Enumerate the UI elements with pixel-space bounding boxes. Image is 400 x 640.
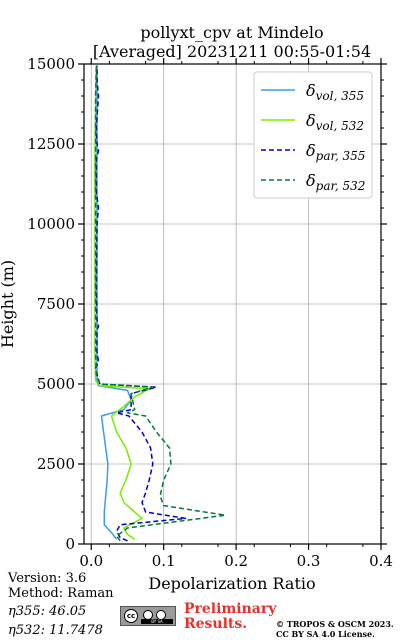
x-tick-label: 0.2 [224, 552, 248, 570]
eta355-text: η355: 46.05 [8, 604, 87, 619]
series-line [94, 65, 227, 542]
series-line [96, 65, 132, 540]
method-text: Method: Raman [8, 586, 114, 601]
legend-entry: δpar, 355 [306, 141, 365, 163]
plot-frame [83, 63, 382, 545]
y-tick-label: 12500 [27, 135, 75, 153]
version-text: Version: 3.6 [8, 571, 87, 586]
legend-entry: δvol, 532 [306, 111, 364, 133]
cc-icon: cc [124, 609, 138, 623]
x-tick-label: 0.1 [152, 552, 176, 570]
x-axis-label: Depolarization Ratio [148, 574, 315, 593]
y-tick-label: 2500 [37, 455, 75, 473]
copyright-line-2: CC BY SA 4.0 License. [276, 629, 375, 639]
preliminary-line-2: Results. [184, 616, 248, 632]
copyright-note: © TROPOS & OSCM 2023. CC BY SA 4.0 Licen… [276, 619, 394, 639]
cc-license-badge: cc BY SA [120, 606, 176, 626]
y-tick-label: 5000 [37, 375, 75, 393]
legend: δvol, 355 δvol, 532 δpar, 355 δpar, 532 [253, 71, 373, 199]
series-lines [94, 65, 227, 542]
chart-subtitle: [Averaged] 20231211 00:55-01:54 [93, 42, 371, 61]
series-line [94, 65, 187, 542]
y-tick-label: 10000 [27, 215, 75, 233]
copyright-line-1: © TROPOS & OSCM 2023. [276, 619, 394, 629]
legend-entry: δpar, 532 [306, 171, 365, 193]
series-line [94, 65, 150, 540]
y-tick-label: 15000 [27, 55, 75, 73]
x-tick-label: 0.4 [369, 552, 393, 570]
license-badge-text: BY SA [141, 619, 173, 624]
x-tick-label: 0.0 [79, 552, 103, 570]
legend-box [253, 71, 373, 199]
axis-ticks: 0.0 0.1 0.2 0.3 0.4 0 2500 5000 7500 10000 12500 15… [27, 55, 393, 570]
legend-entry: δvol, 355 [306, 81, 364, 103]
chart-title: pollyxt_cpv at Mindelo [140, 23, 323, 42]
y-axis-label: Height (m) [0, 260, 17, 348]
preliminary-results-note: Preliminary Results. [184, 602, 276, 632]
y-tick-label: 0 [65, 535, 75, 553]
preliminary-line-1: Preliminary [184, 601, 277, 617]
eta532-text: η532: 11.7478 [8, 623, 103, 638]
y-tick-label: 7500 [37, 295, 75, 313]
x-tick-label: 0.3 [297, 552, 321, 570]
